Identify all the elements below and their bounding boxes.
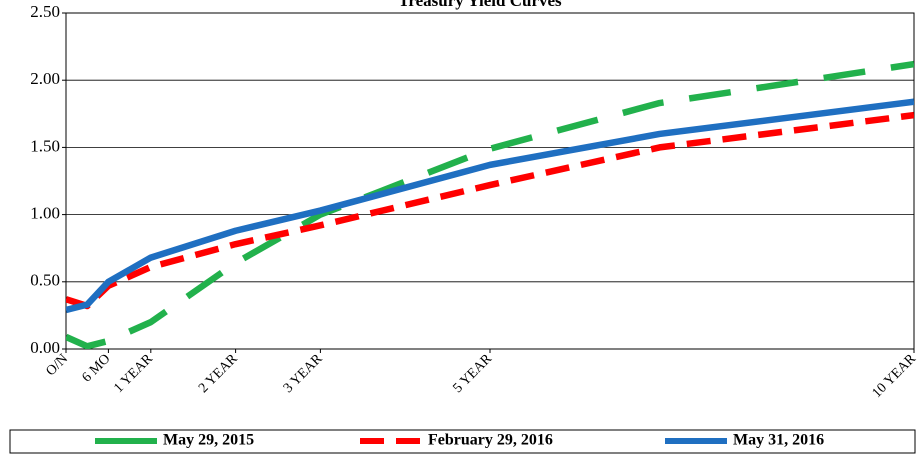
y-tick-label: 2.00 [30,69,60,88]
legend-label: May 29, 2015 [163,432,254,449]
legend-label: May 31, 2016 [733,432,824,449]
legend-label: February 29, 2016 [428,432,553,449]
x-tick-label: 10 YEAR [870,351,917,401]
x-tick-label: 5 YEAR [450,351,495,396]
y-tick-label: 1.00 [30,204,60,223]
y-tick-label: 0.00 [30,338,60,357]
series-line [66,111,914,310]
x-tick-label: 6 MO [80,351,114,385]
series-line [66,60,914,349]
series-line [66,98,914,314]
x-tick-label: 2 YEAR [196,351,241,396]
legend-box [9,429,916,454]
legend: May 29, 2015 February 29, 2016 May 31, 201… [95,432,824,449]
x-tick-label: 1 YEAR [111,351,156,396]
plot-frame [65,12,915,350]
y-tick-label: 1.50 [30,136,60,155]
x-tick-label: 3 YEAR [281,351,326,396]
y-tick-label: 2.50 [30,2,60,21]
chart-title: Treasury Yield Curves [398,0,562,10]
y-tick-label: 0.50 [30,271,60,290]
